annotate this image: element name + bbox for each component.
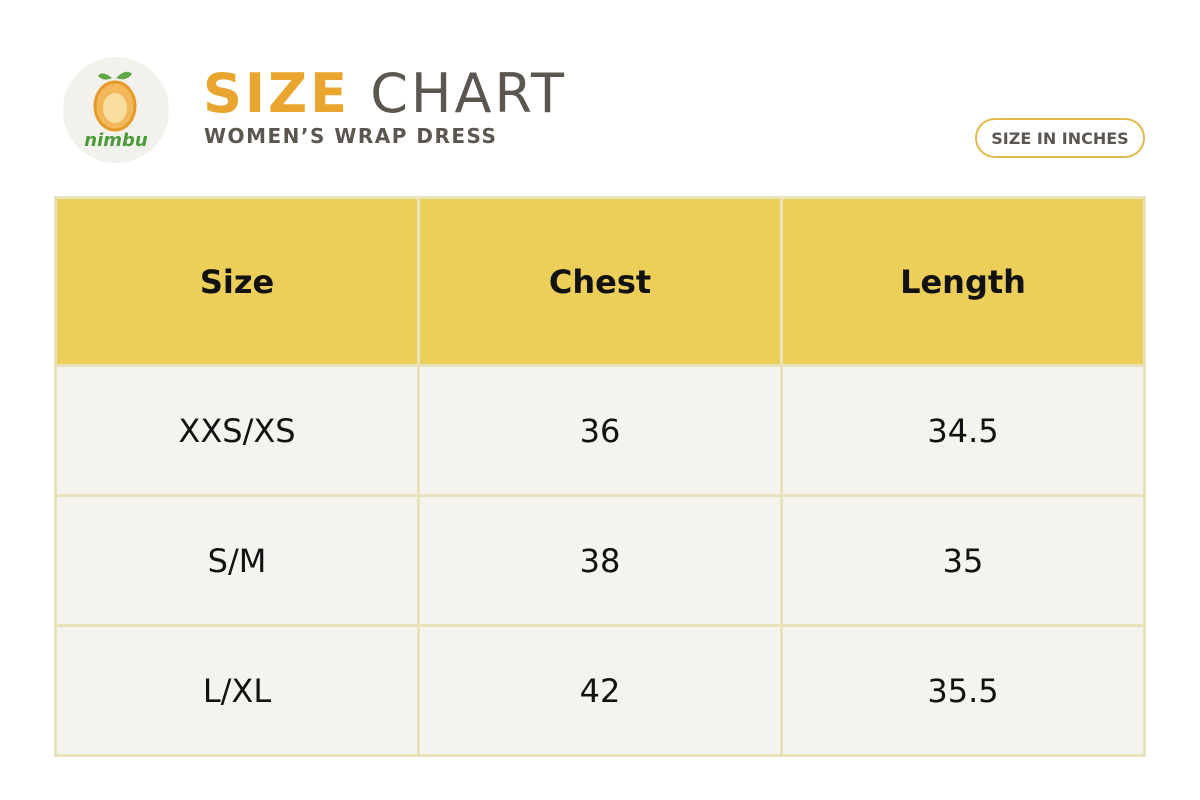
lemon-inner [103, 93, 127, 123]
table-cell: S/M [54, 494, 420, 627]
header-row: Size Chest Length [54, 196, 1146, 367]
table-body: XXS/XS 36 34.5 S/M 38 35 L/XL 42 35.5 [54, 364, 1146, 757]
title: SIZE CHART [203, 62, 567, 126]
table-cell: 42 [417, 624, 783, 757]
table-row: S/M 38 35 [54, 494, 1146, 627]
table-row: XXS/XS 36 34.5 [54, 364, 1146, 497]
logo: nimbu [63, 57, 169, 163]
table-cell: 35 [780, 494, 1146, 627]
column-header: Size [54, 196, 420, 367]
table-cell: L/XL [54, 624, 420, 757]
badge: SIZE IN INCHES [975, 118, 1145, 158]
table-cell: 35.5 [780, 624, 1146, 757]
column-header: Length [780, 196, 1146, 367]
table-cell: 36 [417, 364, 783, 497]
leaf [116, 71, 132, 80]
logo-text: nimbu [84, 130, 148, 151]
title-accent: SIZE [203, 62, 351, 125]
table-cell: 34.5 [780, 364, 1146, 497]
title-rest: CHART [370, 62, 568, 125]
table-cell: 38 [417, 494, 783, 627]
size-table: Size Chest Length XXS/XS 36 34.5 S/M 38 35 L/XL 4… [54, 196, 1146, 757]
leaf [98, 73, 112, 80]
subtitle: WOMEN’S WRAP DRESS [204, 124, 498, 148]
table-row: L/XL 42 35.5 [54, 624, 1146, 757]
table-cell: XXS/XS [54, 364, 420, 497]
column-header: Chest [417, 196, 783, 367]
